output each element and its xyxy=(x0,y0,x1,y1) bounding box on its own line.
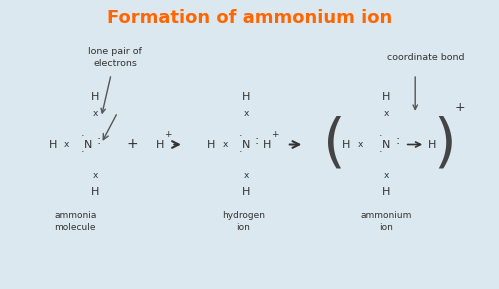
Text: H: H xyxy=(382,92,391,102)
Text: x: x xyxy=(92,109,98,118)
Text: hydrogen
ion: hydrogen ion xyxy=(222,211,265,232)
Text: +: + xyxy=(455,101,465,114)
Text: ammonia
molecule: ammonia molecule xyxy=(54,211,96,232)
Text: H: H xyxy=(242,92,250,102)
Text: H: H xyxy=(207,140,216,149)
Text: :: : xyxy=(97,134,101,147)
Text: H: H xyxy=(242,187,250,197)
Text: H: H xyxy=(428,140,436,149)
Text: ·: · xyxy=(80,147,84,158)
Text: +: + xyxy=(164,130,171,139)
Text: H: H xyxy=(382,187,391,197)
Text: +: + xyxy=(127,138,138,151)
Text: :: : xyxy=(396,134,400,147)
Text: x: x xyxy=(384,109,389,118)
Text: :: : xyxy=(255,134,259,147)
Text: x: x xyxy=(358,140,363,149)
Text: N: N xyxy=(84,140,92,149)
Text: H: H xyxy=(342,140,351,149)
Text: x: x xyxy=(64,140,69,149)
Text: ·: · xyxy=(379,147,382,158)
Text: ·: · xyxy=(239,147,243,158)
Text: x: x xyxy=(92,171,98,180)
Text: +: + xyxy=(270,130,278,139)
Text: Formation of ammonium ion: Formation of ammonium ion xyxy=(107,9,392,27)
Text: H: H xyxy=(49,140,57,149)
Text: coordinate bond: coordinate bond xyxy=(387,53,465,62)
Text: x: x xyxy=(223,140,228,149)
Text: N: N xyxy=(242,140,250,149)
Text: x: x xyxy=(244,109,249,118)
Text: (: ( xyxy=(323,116,345,173)
Text: N: N xyxy=(382,140,391,149)
Text: ·: · xyxy=(239,131,243,142)
Text: H: H xyxy=(91,92,99,102)
Text: H: H xyxy=(156,140,164,149)
Text: H: H xyxy=(263,140,271,149)
Text: ): ) xyxy=(434,116,457,173)
Text: ammonium
ion: ammonium ion xyxy=(361,211,412,232)
Text: ·: · xyxy=(379,131,382,142)
Text: lone pair of
electrons: lone pair of electrons xyxy=(88,47,142,68)
Text: ·: · xyxy=(80,131,84,142)
Text: x: x xyxy=(244,171,249,180)
Text: H: H xyxy=(91,187,99,197)
Text: x: x xyxy=(384,171,389,180)
